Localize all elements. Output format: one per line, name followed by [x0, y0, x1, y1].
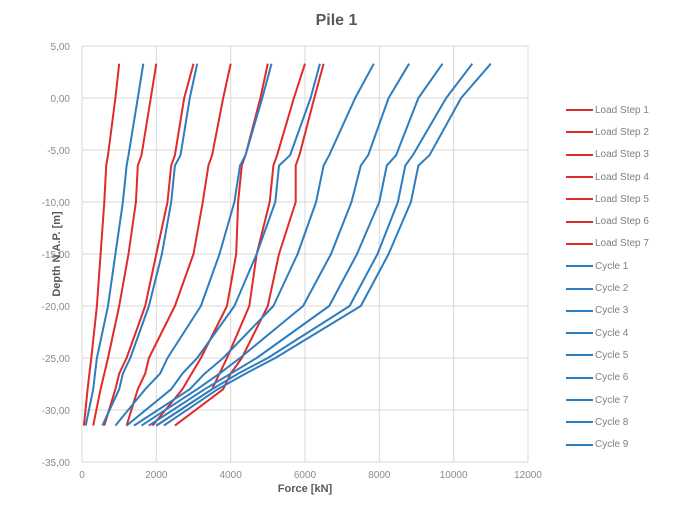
legend-label: Load Step 1 — [595, 104, 649, 116]
legend-swatch-icon — [566, 421, 593, 424]
legend-swatch-icon — [566, 153, 593, 156]
series-line-load-step-2 — [92, 63, 158, 426]
legend-label: Load Step 2 — [595, 126, 649, 138]
y-tick-label: -25,00 — [42, 354, 71, 365]
series-line-cycle-1 — [84, 63, 145, 426]
legend-label: Cycle 1 — [595, 260, 629, 272]
series-line-load-step-3 — [103, 63, 195, 426]
x-axis-ticks: 0 2000 4000 6000 8000 10000 12000 — [79, 470, 542, 481]
legend-swatch-icon — [566, 399, 593, 401]
series-line-cycle-6 — [140, 63, 410, 427]
legend-label: Cycle 6 — [595, 372, 629, 384]
y-tick-label: -15,00 — [42, 250, 71, 261]
legend-swatch-icon — [566, 332, 593, 335]
legend: Load Step 1 Load Step 2 Load Step 3 Load St… — [566, 99, 671, 456]
y-tick-label: 5,00 — [51, 42, 71, 53]
legend-label: Cycle 7 — [595, 394, 629, 406]
x-tick-label: 8000 — [368, 470, 391, 481]
legend-label: Cycle 4 — [595, 327, 629, 339]
legend-label: Cycle 9 — [595, 439, 629, 451]
series-line-load-step-1 — [82, 63, 121, 426]
legend-item: Load Step 6 — [566, 210, 671, 232]
legend-item: Cycle 3 — [566, 300, 671, 322]
x-tick-label: 12000 — [514, 470, 542, 481]
legend-item: Load Step 7 — [566, 233, 671, 255]
legend-item: Cycle 1 — [566, 255, 671, 277]
y-axis-label: Depth N.A.P. [m] — [51, 211, 63, 297]
legend-label: Cycle 2 — [595, 283, 629, 295]
legend-item: Cycle 8 — [566, 411, 671, 433]
legend-label: Load Step 5 — [595, 193, 649, 205]
x-axis-label: Force [kN] — [278, 483, 333, 495]
legend-swatch-icon — [566, 354, 593, 357]
legend-label: Load Step 3 — [595, 149, 649, 161]
series-line-cycle-7 — [148, 63, 444, 427]
y-tick-label: 0,00 — [51, 94, 71, 105]
legend-swatch-icon — [566, 198, 593, 201]
legend-swatch-icon — [566, 131, 593, 134]
legend-swatch-icon — [566, 309, 593, 312]
legend-item: Cycle 7 — [566, 389, 671, 411]
series-line-cycle-8 — [155, 63, 474, 427]
legend-swatch-icon — [566, 265, 593, 268]
y-axis-ticks: 5,00 0,00 -5,00 -10,00 -15,00 -20,00 -25,00 -30… — [42, 42, 71, 469]
series-line-cycle-9 — [163, 63, 492, 427]
y-tick-label: -10,00 — [42, 198, 71, 209]
legend-swatch-icon — [566, 287, 593, 290]
y-tick-label: -30,00 — [42, 406, 71, 417]
series-line-cycle-3 — [114, 63, 273, 427]
legend-swatch-icon — [566, 376, 593, 379]
series-line-cycle-2 — [101, 63, 199, 427]
legend-item: Cycle 2 — [566, 277, 671, 299]
legend-swatch-icon — [566, 176, 593, 179]
legend-item: Load Step 5 — [566, 188, 671, 210]
y-tick-label: -5,00 — [47, 146, 70, 157]
y-tick-label: -20,00 — [42, 302, 71, 313]
legend-item: Cycle 5 — [566, 344, 671, 366]
series-line-cycle-4 — [125, 63, 321, 427]
x-tick-label: 4000 — [220, 470, 243, 481]
legend-item: Load Step 4 — [566, 166, 671, 188]
data-series — [82, 63, 492, 427]
x-tick-label: 0 — [79, 470, 85, 481]
x-tick-label: 2000 — [145, 470, 168, 481]
chart-title: Pile 1 — [315, 12, 358, 29]
legend-swatch-icon — [566, 242, 593, 245]
legend-item: Cycle 4 — [566, 322, 671, 344]
y-tick-label: -35,00 — [42, 458, 71, 469]
legend-item: Cycle 6 — [566, 367, 671, 389]
legend-label: Load Step 7 — [595, 238, 649, 250]
x-tick-label: 10000 — [440, 470, 468, 481]
legend-swatch-icon — [566, 109, 593, 112]
legend-label: Cycle 8 — [595, 416, 629, 428]
legend-label: Load Step 4 — [595, 171, 649, 183]
legend-label: Cycle 5 — [595, 349, 629, 361]
series-line-load-step-4 — [125, 63, 232, 426]
legend-swatch-icon — [566, 443, 593, 446]
x-tick-label: 6000 — [294, 470, 317, 481]
legend-label: Load Step 6 — [595, 216, 649, 228]
legend-swatch-icon — [566, 220, 593, 223]
legend-label: Cycle 3 — [595, 305, 629, 317]
legend-item: Load Step 2 — [566, 121, 671, 143]
legend-item: Load Step 3 — [566, 144, 671, 166]
series-line-cycle-5 — [133, 63, 375, 427]
legend-item: Load Step 1 — [566, 99, 671, 121]
legend-item: Cycle 9 — [566, 433, 671, 455]
